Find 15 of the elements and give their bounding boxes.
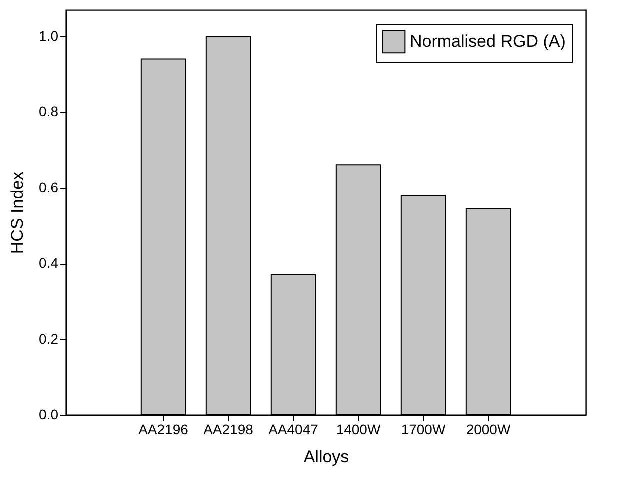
x-tick-label: AA4047 (268, 422, 319, 438)
x-tick-label: 2000W (466, 422, 512, 438)
y-axis-title: HCS Index (8, 171, 28, 254)
y-tick-label: 0.0 (39, 406, 59, 422)
x-tick-label: 1400W (336, 422, 382, 438)
legend-label: Normalised RGD (A) (410, 32, 566, 51)
x-axis-title: Alloys (304, 448, 350, 466)
y-tick-label: 0.8 (39, 104, 59, 120)
y-tick-label: 0.4 (39, 255, 59, 272)
y-tick-label: 0.6 (39, 179, 59, 196)
x-tick-label: AA2198 (204, 422, 254, 438)
y-tick-label: 0.2 (39, 330, 59, 347)
x-tick-label: AA2196 (138, 422, 189, 438)
x-tick-label: 1700W (401, 422, 446, 438)
y-tick-label: 1.0 (39, 28, 59, 44)
